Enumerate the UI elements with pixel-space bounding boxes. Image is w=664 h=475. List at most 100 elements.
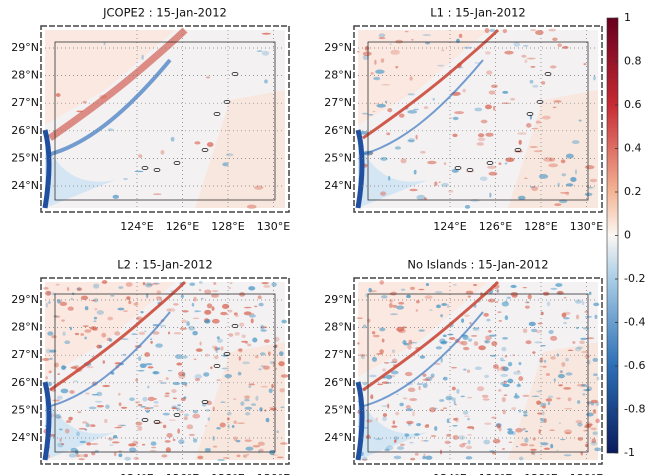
eddy [280, 442, 288, 445]
eddy [453, 400, 456, 406]
eddy [261, 50, 270, 56]
eddy [409, 188, 418, 192]
eddy [402, 326, 407, 329]
eddy [488, 329, 492, 333]
outer-frame [353, 277, 603, 465]
eddy [539, 418, 544, 421]
eddy [507, 430, 514, 435]
eddy [504, 300, 508, 303]
eddy [533, 150, 543, 153]
eddy [423, 197, 428, 200]
eddy [213, 355, 219, 360]
eddy [422, 456, 426, 460]
eddy [382, 413, 387, 417]
inner-frame [367, 293, 589, 453]
eddy [516, 384, 522, 388]
eddy [477, 133, 485, 138]
eddy [576, 346, 583, 349]
eddy [172, 397, 177, 400]
colorbar-tick-label: -0.6 [624, 359, 645, 372]
eddy [356, 317, 363, 319]
eddy [206, 400, 213, 406]
eddy [57, 373, 61, 375]
eddy [405, 405, 411, 409]
eddy [595, 418, 600, 424]
eddy [455, 417, 459, 423]
eddy [586, 337, 595, 340]
eddy [64, 428, 70, 434]
eddy [128, 447, 137, 453]
eddy [118, 453, 123, 458]
eddy [449, 336, 456, 340]
eddy [530, 65, 536, 68]
eddy [592, 409, 597, 414]
eddy [155, 343, 163, 348]
eddy [489, 192, 492, 198]
eddy [466, 369, 471, 374]
eddy [137, 425, 143, 431]
eddy [504, 50, 514, 55]
eddy [443, 162, 447, 165]
eddy [404, 371, 413, 377]
eddy [138, 331, 146, 335]
eddy [86, 365, 94, 369]
inner-frame [54, 41, 276, 201]
eddy [204, 309, 212, 315]
eddy [384, 100, 388, 104]
eddy [519, 456, 524, 461]
eddy [188, 433, 195, 437]
island [141, 166, 149, 170]
eddy [581, 350, 589, 354]
eddy [412, 411, 415, 417]
eddy [522, 286, 527, 289]
eddy [237, 348, 243, 352]
eddy [177, 371, 186, 377]
eddy [45, 302, 49, 308]
eddy [557, 373, 565, 379]
eddy [582, 327, 590, 330]
eddy [113, 451, 117, 457]
eddy [540, 345, 546, 347]
eddy [76, 287, 81, 291]
eddy [515, 428, 523, 433]
eddy [501, 396, 506, 403]
island [536, 100, 544, 104]
eddy [392, 304, 397, 308]
eddy [397, 328, 406, 334]
eddy [451, 397, 456, 402]
eddy [474, 366, 482, 371]
eddy [442, 376, 448, 381]
eddy [559, 192, 570, 194]
eddy [203, 372, 210, 377]
eddy [186, 424, 194, 430]
eddy [526, 301, 530, 304]
eddy [477, 137, 486, 142]
eddy [580, 337, 588, 340]
eddy [496, 289, 500, 294]
eddy [220, 311, 228, 316]
lat-label: 28°N [11, 69, 39, 82]
eddy [531, 186, 539, 192]
eddy [394, 146, 401, 150]
eddy [60, 443, 65, 445]
eddy [489, 28, 496, 32]
eddy [166, 308, 172, 312]
eddy [420, 439, 426, 442]
eddy [256, 50, 263, 52]
eddy [574, 299, 582, 304]
eddy [172, 438, 176, 441]
eddy [56, 395, 63, 400]
eddy [567, 349, 574, 352]
eddy [392, 420, 396, 425]
eddy [462, 442, 467, 445]
eddy [158, 380, 163, 382]
eddy [263, 339, 270, 343]
eddy [383, 362, 390, 364]
eddy [221, 303, 230, 309]
eddy [114, 426, 122, 429]
eddy [183, 416, 188, 421]
eddy [452, 425, 458, 427]
eddy [489, 334, 497, 337]
eddy [592, 357, 599, 362]
eddy [258, 302, 264, 307]
